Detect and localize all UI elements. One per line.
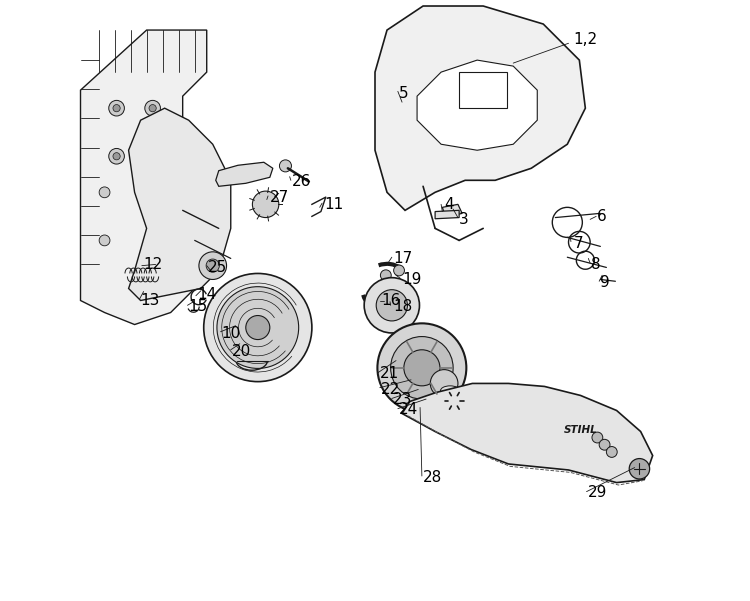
Circle shape [280,160,292,172]
Circle shape [592,432,603,443]
Polygon shape [128,108,231,300]
Circle shape [171,187,182,198]
Polygon shape [442,204,462,218]
Polygon shape [417,60,537,150]
Polygon shape [459,72,507,108]
Circle shape [145,100,160,116]
Circle shape [391,337,453,399]
Text: 15: 15 [189,299,208,314]
Text: 25: 25 [208,260,227,275]
Text: 8: 8 [591,257,601,272]
Text: 27: 27 [270,190,289,204]
Polygon shape [375,6,585,210]
Circle shape [204,273,312,382]
Text: 26: 26 [292,174,311,189]
Text: 17: 17 [393,251,412,266]
Polygon shape [402,383,652,483]
Circle shape [99,187,110,198]
Text: 7: 7 [573,236,583,251]
Text: 21: 21 [380,367,399,381]
Text: 12: 12 [143,257,163,272]
Circle shape [380,270,392,281]
Polygon shape [435,210,459,219]
Circle shape [394,265,404,276]
Circle shape [217,287,298,368]
Text: 6: 6 [597,209,607,224]
Ellipse shape [368,294,394,307]
Text: 16: 16 [381,293,400,308]
Text: 1,2: 1,2 [573,32,598,46]
Circle shape [253,191,279,218]
Circle shape [109,100,124,116]
Text: 22: 22 [381,382,400,397]
Circle shape [99,235,110,246]
Circle shape [377,323,466,412]
Circle shape [149,153,156,160]
Text: 4: 4 [444,197,454,212]
Circle shape [376,290,407,321]
Polygon shape [80,30,207,325]
Circle shape [109,148,124,164]
Circle shape [629,459,650,479]
Text: 20: 20 [232,344,251,359]
Text: 28: 28 [423,471,442,485]
Circle shape [113,105,120,112]
Circle shape [364,278,419,333]
Circle shape [404,350,440,386]
Circle shape [171,235,182,246]
Circle shape [607,447,617,457]
Text: 13: 13 [140,293,160,308]
Text: 14: 14 [198,287,217,302]
Text: 11: 11 [324,197,344,212]
Circle shape [430,370,458,397]
Circle shape [145,148,160,164]
Text: 5: 5 [399,86,409,100]
Circle shape [599,439,610,450]
Text: 18: 18 [393,299,412,314]
Text: 29: 29 [588,486,608,500]
Polygon shape [216,162,273,186]
Circle shape [206,259,219,272]
Circle shape [246,316,270,340]
Text: 10: 10 [222,326,241,341]
Text: STIHL: STIHL [564,425,598,435]
Ellipse shape [440,386,460,395]
Text: 24: 24 [399,403,418,417]
Text: 3: 3 [459,212,469,227]
Circle shape [199,252,226,279]
Text: 19: 19 [402,272,422,287]
Circle shape [113,153,120,160]
Circle shape [149,105,156,112]
Text: 23: 23 [393,392,412,407]
Text: 9: 9 [600,275,610,290]
